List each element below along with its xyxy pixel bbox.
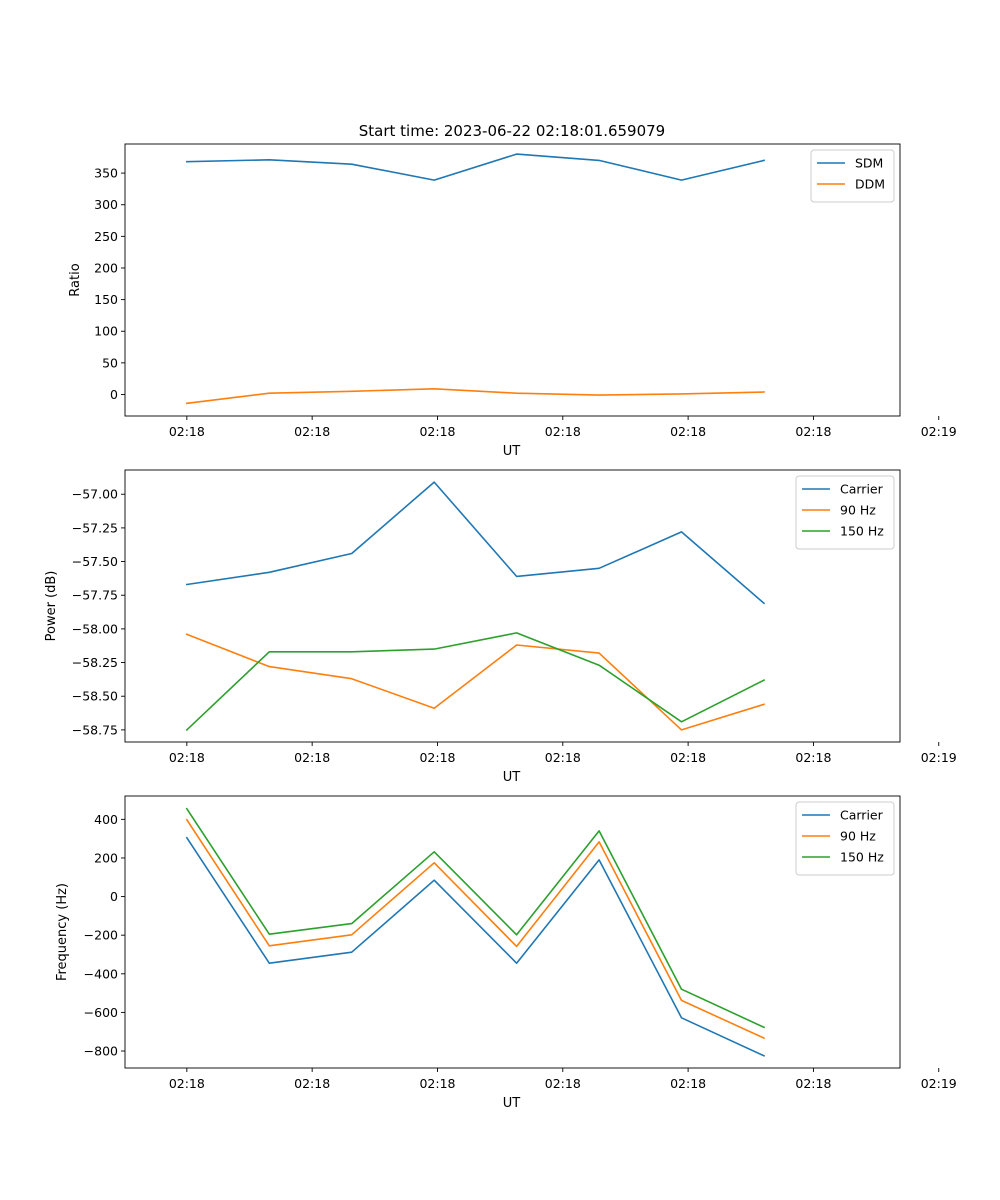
x-axis-label: UT <box>503 1096 521 1111</box>
y-tick-label: 150 <box>94 292 118 307</box>
axes-frame <box>124 469 901 743</box>
legend-label: 90 Hz <box>840 829 876 844</box>
legend: Carrier 90 Hz 150 Hz <box>795 475 895 550</box>
y-tick-label: 250 <box>94 229 118 244</box>
x-tick-label: 02:18 <box>294 424 330 439</box>
series-line-carrier <box>185 836 766 1057</box>
y-axis-label: Frequency (Hz) <box>55 883 70 981</box>
x-tick-label: 02:18 <box>545 750 581 765</box>
y-tick-label: 200 <box>94 260 118 275</box>
axes-frame <box>124 795 901 1069</box>
y-tick-label: 200 <box>94 850 118 865</box>
legend-label: 150 Hz <box>840 850 884 865</box>
y-tick-label: −58.75 <box>72 722 118 737</box>
y-axis-label: Ratio <box>68 263 83 296</box>
y-tick-label: 0 <box>110 889 118 904</box>
y-tick-label: 100 <box>94 324 118 339</box>
panels: 0 50 100 150 200 250 300 350 02:18 02:18 02:18 02:1… <box>44 143 957 1111</box>
x-tick-label: 02:18 <box>294 750 330 765</box>
x-tick-label: 02:18 <box>169 1076 205 1091</box>
y-tick-label: −57.00 <box>72 487 118 502</box>
x-axis-label: UT <box>503 444 521 459</box>
legend: Carrier 90 Hz 150 Hz <box>795 801 895 876</box>
y-tick-label: −800 <box>84 1044 118 1059</box>
x-tick-label: 02:19 <box>921 750 957 765</box>
x-tick-label: 02:18 <box>419 1076 455 1091</box>
y-tick-label: 300 <box>94 197 118 212</box>
x-tick-label: 02:18 <box>169 424 205 439</box>
series-line-ddm <box>185 387 765 405</box>
x-tick-label: 02:18 <box>545 1076 581 1091</box>
y-tick-label: −58.50 <box>72 689 118 704</box>
y-tick-label: −58.00 <box>72 621 118 636</box>
x-tick-label: 02:18 <box>294 1076 330 1091</box>
y-tick-label: −58.25 <box>72 655 118 670</box>
series-line-90-hz <box>185 633 766 731</box>
x-tick-label: 02:18 <box>670 750 706 765</box>
y-tick-label: 0 <box>110 387 118 402</box>
legend-label: 90 Hz <box>840 503 876 518</box>
y-tick-label: −600 <box>84 1005 118 1020</box>
panel-3: −800 −600 −400 −200 0 200 400 02:18 02:18 02:18 02… <box>55 795 957 1111</box>
series-line-150-hz <box>185 632 766 732</box>
x-tick-label: 02:18 <box>419 424 455 439</box>
axes-frame <box>124 143 901 417</box>
x-tick-label: 02:19 <box>921 424 957 439</box>
y-tick-label: −400 <box>84 966 118 981</box>
figure-title: Start time: 2023-06-22 02:18:01.659079 <box>359 122 665 140</box>
x-tick-label: 02:18 <box>795 424 831 439</box>
y-tick-label: 50 <box>102 355 118 370</box>
panel-2: −58.75 −58.50 −58.25 −58.00 −57.75 −57.50 −57.… <box>44 469 957 785</box>
y-axis-label: Power (dB) <box>44 571 59 642</box>
series-line-sdm <box>185 153 765 181</box>
x-tick-label: 02:18 <box>169 750 205 765</box>
y-tick-label: −57.50 <box>72 554 118 569</box>
x-axis-label: UT <box>503 770 521 785</box>
legend-label: Carrier <box>840 482 884 497</box>
y-tick-label: 400 <box>94 812 118 827</box>
series-line-150-hz <box>185 807 766 1029</box>
legend-label: DDM <box>855 177 885 192</box>
x-tick-label: 02:18 <box>795 1076 831 1091</box>
x-tick-label: 02:18 <box>795 750 831 765</box>
x-tick-label: 02:18 <box>670 1076 706 1091</box>
series-line-carrier <box>185 481 766 605</box>
y-tick-label: 350 <box>94 166 118 181</box>
panel-1: 0 50 100 150 200 250 300 350 02:18 02:18 02:18 02:1… <box>68 143 957 459</box>
x-tick-label: 02:18 <box>419 750 455 765</box>
series-line-90-hz <box>185 818 766 1040</box>
y-tick-label: −57.75 <box>72 588 118 603</box>
y-tick-label: −200 <box>84 928 118 943</box>
x-tick-label: 02:18 <box>545 424 581 439</box>
x-tick-label: 02:18 <box>670 424 706 439</box>
y-tick-label: −57.25 <box>72 520 118 535</box>
x-tick-label: 02:19 <box>921 1076 957 1091</box>
legend-label: 150 Hz <box>840 524 884 539</box>
legend-label: Carrier <box>840 808 884 823</box>
legend-label: SDM <box>855 156 883 171</box>
legend: SDM DDM <box>810 149 895 203</box>
